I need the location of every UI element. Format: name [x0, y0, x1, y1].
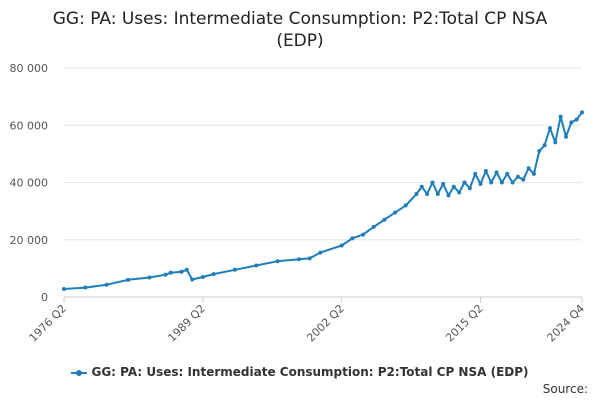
data-point [430, 180, 435, 185]
data-point [296, 257, 301, 262]
y-tick-label: 80 000 [10, 62, 49, 75]
data-point [457, 190, 462, 195]
data-point [489, 180, 494, 185]
grid-lines [64, 67, 582, 298]
data-point [499, 180, 504, 185]
data-point [558, 114, 563, 119]
data-point [510, 180, 515, 185]
data-point [446, 193, 451, 198]
y-tick-label: 40 000 [10, 177, 49, 190]
y-tick-label: 60 000 [10, 119, 49, 132]
x-tick-label: 2015 Q2 [443, 302, 486, 345]
data-point [184, 267, 189, 272]
legend-marker [76, 369, 83, 376]
data-point [521, 177, 526, 182]
chart-title-line-2: (EDP) [276, 31, 324, 51]
data-point [307, 256, 312, 261]
data-point [232, 267, 237, 272]
data-point [200, 274, 205, 279]
x-tick-label: 1976 Q2 [27, 302, 70, 345]
chart-title: GG: PA: Uses: Intermediate Consumption: … [0, 8, 600, 52]
data-point [526, 166, 531, 171]
data-point [531, 171, 536, 176]
data-point [419, 184, 424, 189]
y-tick-label: 0 [41, 291, 48, 304]
data-point [350, 236, 355, 241]
data-point [147, 275, 152, 280]
y-tick-label: 20 000 [10, 234, 49, 247]
data-point [126, 277, 131, 282]
chart-title-line-1: GG: PA: Uses: Intermediate Consumption: … [52, 9, 548, 29]
data-point [403, 203, 408, 208]
source-label: Source: [542, 382, 588, 396]
series-line [63, 111, 583, 290]
data-point [62, 286, 66, 291]
data-point [547, 126, 552, 131]
data-point [441, 181, 446, 186]
data-point [467, 186, 472, 191]
data-point [83, 285, 88, 290]
data-point [425, 191, 430, 196]
data-point [393, 210, 398, 215]
data-point [104, 282, 109, 287]
data-point [435, 191, 440, 196]
data-point [275, 259, 280, 264]
data-point [339, 243, 344, 248]
data-point [574, 117, 579, 122]
data-point [451, 184, 456, 189]
data-point [542, 143, 547, 148]
data-point [483, 169, 488, 174]
data-point [211, 272, 216, 277]
data-point [163, 272, 168, 277]
x-tick-label: 2024 Q4 [545, 302, 588, 345]
data-point [563, 134, 568, 139]
legend[interactable]: GG: PA: Uses: Intermediate Consumption: … [0, 365, 600, 379]
axes: 0 20 000 40 000 60 000 80 000 1976 Q2 1989 Q2 2… [10, 62, 588, 344]
data-point [505, 171, 510, 176]
data-point [537, 149, 542, 154]
legend-swatch [71, 369, 88, 376]
data-point [553, 140, 558, 145]
data-point [179, 269, 184, 274]
data-point [318, 250, 323, 255]
series [62, 110, 584, 291]
data-point [371, 224, 376, 229]
data-point [254, 263, 259, 268]
data-point [473, 171, 478, 176]
data-point [478, 181, 483, 186]
data-point [382, 217, 387, 222]
data-point [190, 277, 195, 282]
data-point [494, 170, 499, 175]
x-tick-label: 1989 Q2 [165, 302, 208, 345]
data-point [168, 270, 173, 275]
data-point [515, 174, 520, 179]
data-point [580, 110, 584, 115]
data-point [569, 120, 574, 125]
x-tick-label: 2002 Q2 [304, 302, 347, 345]
data-point [462, 180, 467, 185]
data-point [361, 232, 366, 237]
legend-label: GG: PA: Uses: Intermediate Consumption: … [91, 365, 529, 379]
data-point [414, 191, 419, 196]
